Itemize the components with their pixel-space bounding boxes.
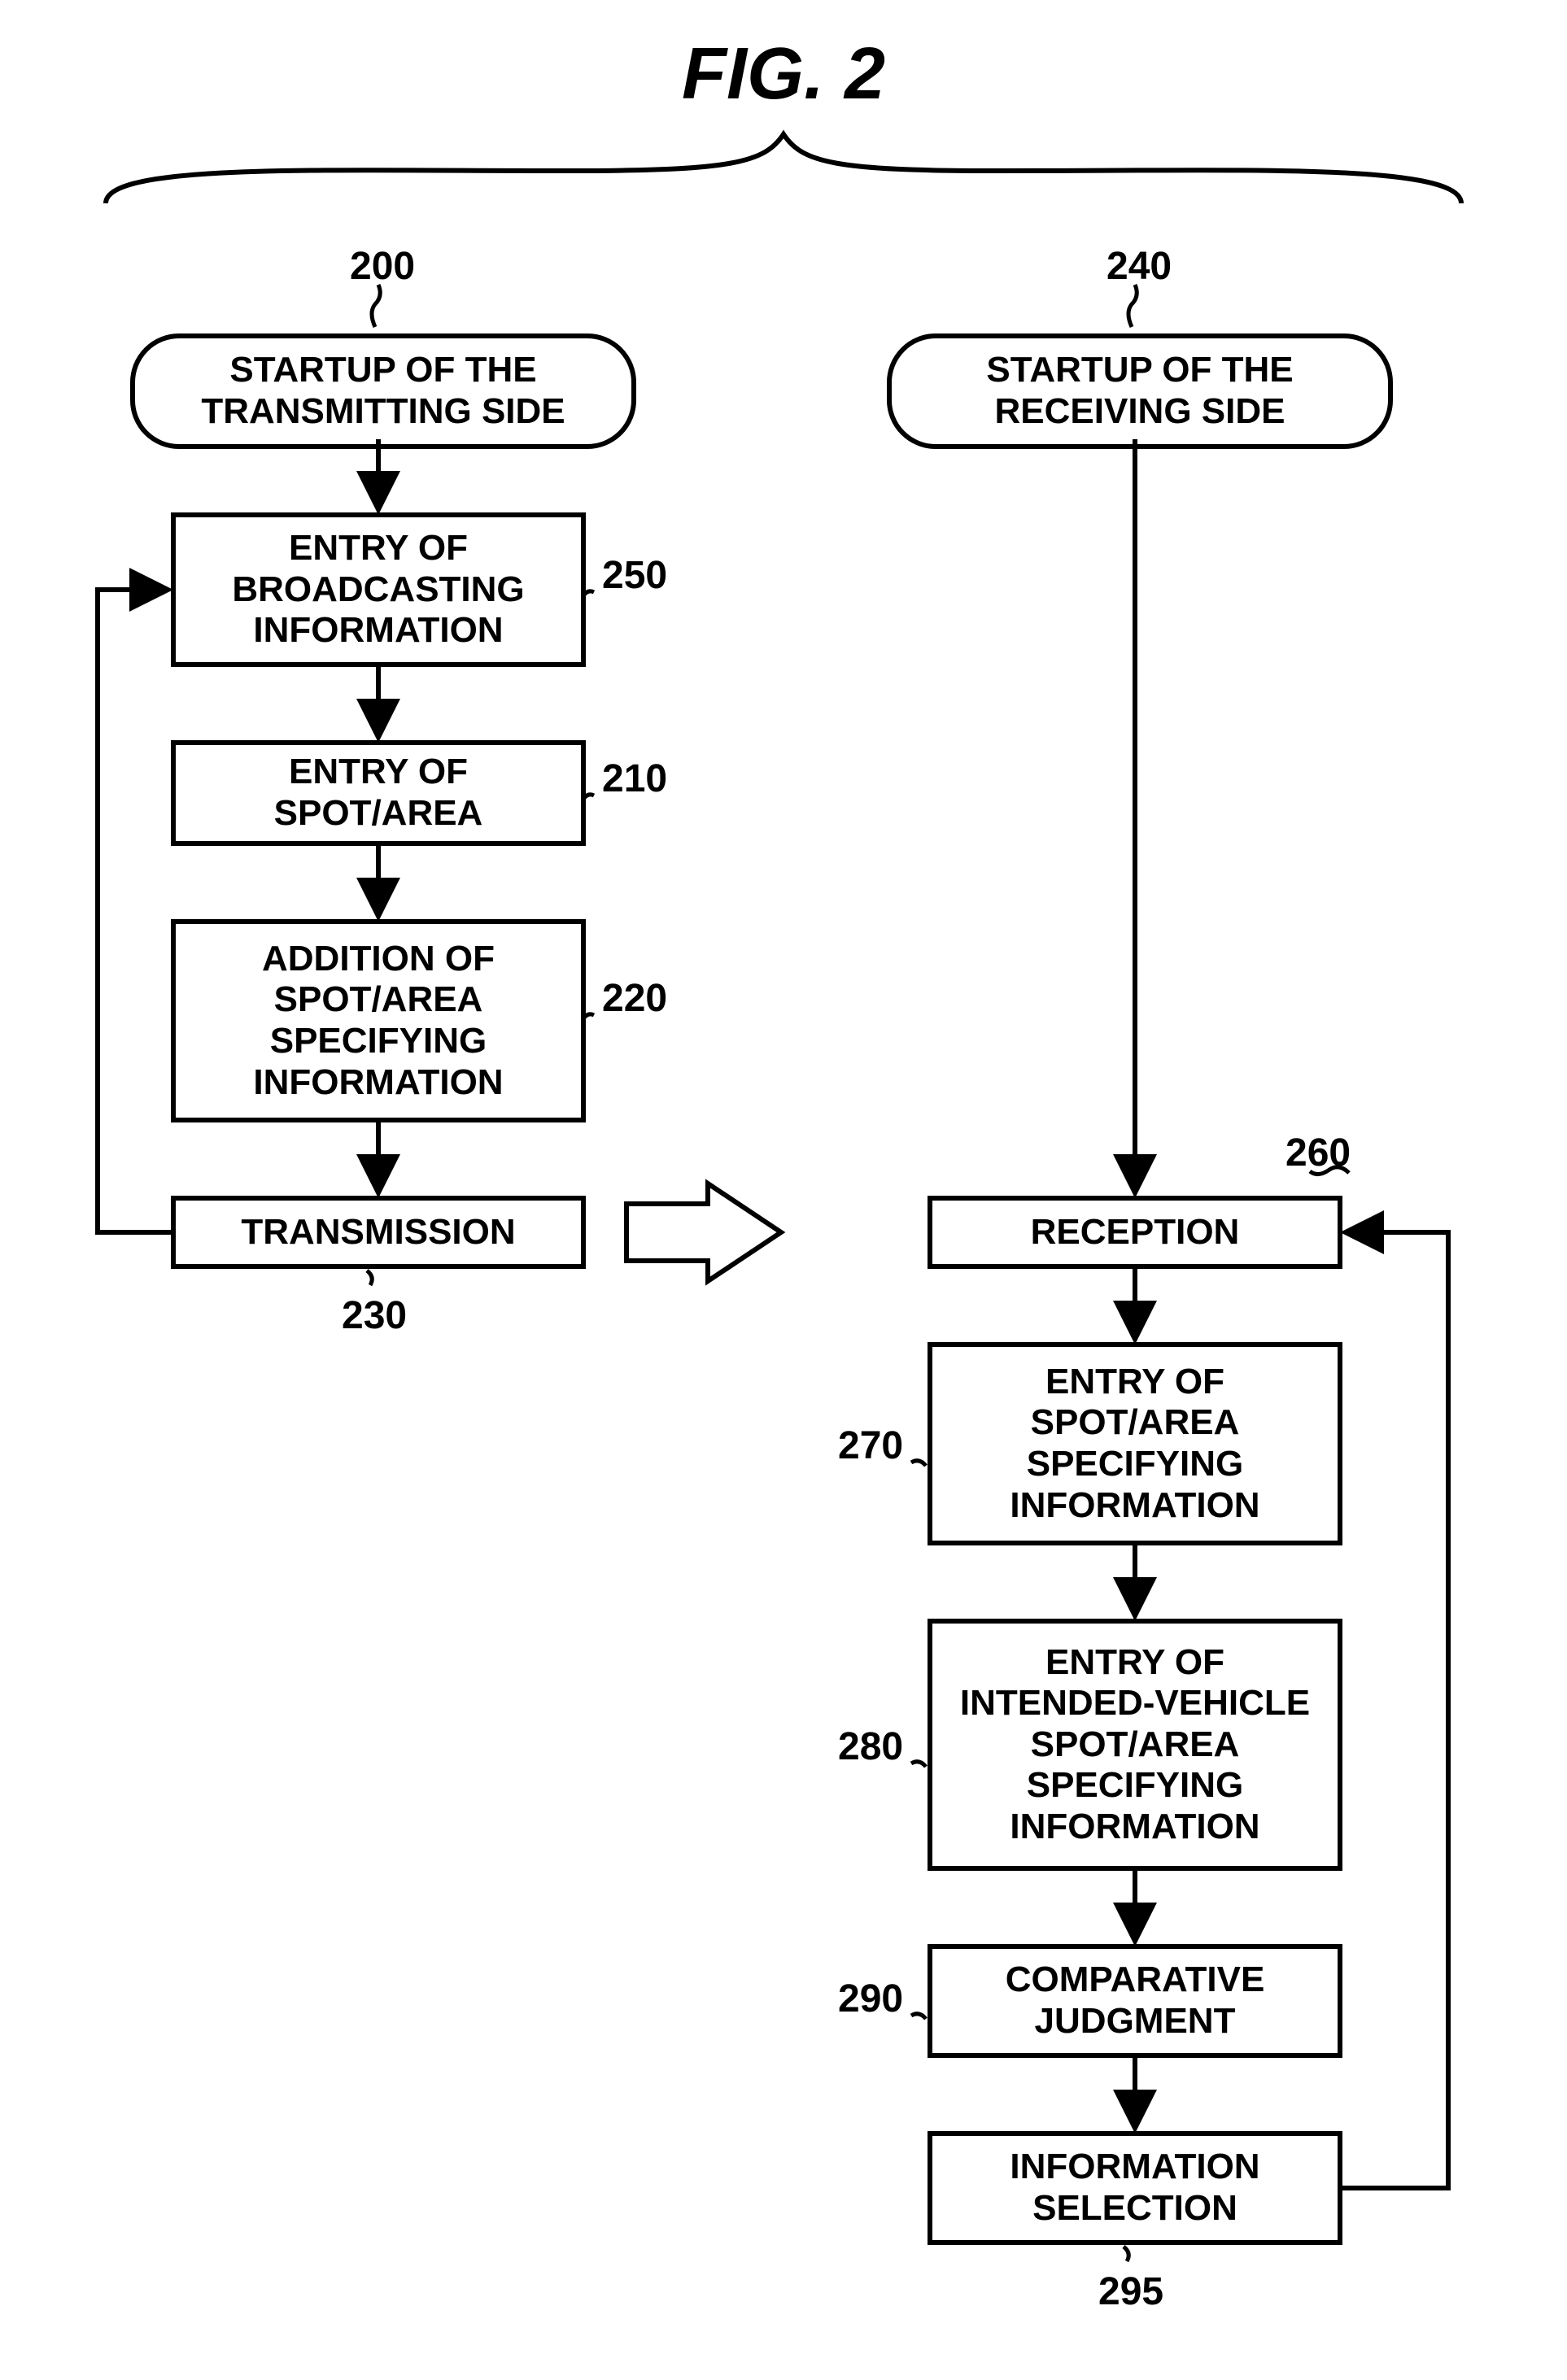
- node-info-select: INFORMATION SELECTION: [928, 2131, 1342, 2245]
- node-entry-spot-info: ENTRY OF SPOT/AREA SPECIFYING INFORMATIO…: [928, 1342, 1342, 1545]
- node-entry-spot: ENTRY OF SPOT/AREA: [171, 740, 586, 846]
- node-entry-broadcast: ENTRY OF BROADCASTING INFORMATION: [171, 512, 586, 667]
- node-startup-rx: STARTUP OF THE RECEIVING SIDE: [887, 333, 1393, 449]
- ref-260: 260: [1285, 1131, 1351, 1175]
- ref-230: 230: [342, 1293, 407, 1338]
- node-startup-tx: STARTUP OF THE TRANSMITTING SIDE: [130, 333, 636, 449]
- ref-290: 290: [838, 1977, 903, 2021]
- node-add-spot: ADDITION OF SPOT/AREA SPECIFYING INFORMA…: [171, 919, 586, 1122]
- ref-240: 240: [1107, 244, 1172, 289]
- node-comparative: COMPARATIVE JUDGMENT: [928, 1944, 1342, 2058]
- figure-title: FIG. 2: [0, 33, 1567, 116]
- ref-280: 280: [838, 1724, 903, 1769]
- ref-250: 250: [602, 553, 667, 598]
- ref-295: 295: [1098, 2269, 1163, 2314]
- ref-270: 270: [838, 1423, 903, 1468]
- ref-220: 220: [602, 976, 667, 1021]
- node-reception: RECEPTION: [928, 1196, 1342, 1269]
- node-entry-vehicle: ENTRY OF INTENDED-VEHICLE SPOT/AREA SPEC…: [928, 1619, 1342, 1871]
- node-transmission: TRANSMISSION: [171, 1196, 586, 1269]
- figure-canvas: FIG. 2 STARTUP OF THE TRANSMITTING SIDE …: [0, 0, 1567, 2380]
- ref-210: 210: [602, 756, 667, 801]
- ref-200: 200: [350, 244, 415, 289]
